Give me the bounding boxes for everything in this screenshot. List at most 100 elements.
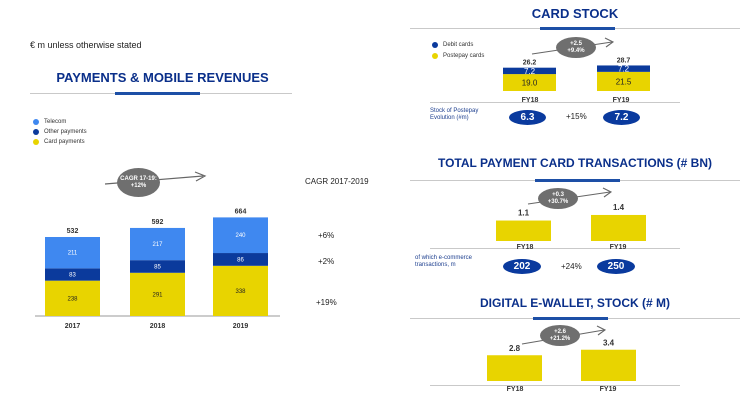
- transactions-x-fy19: FY19: [609, 244, 627, 251]
- ecommerce-change: +24%: [561, 262, 582, 271]
- revenue-value-other-payments-2019: 86: [237, 257, 244, 263]
- card-stock-total-FY18: 26.2: [523, 60, 537, 67]
- legend-card-dot: [33, 139, 39, 145]
- ewallet-value-FY18: 2.8: [509, 344, 521, 353]
- ewallet-change-abs: +2.6: [554, 328, 566, 335]
- ecommerce-fy18: 202: [503, 259, 541, 274]
- revenue-value-card-payments-2018: 291: [152, 292, 163, 298]
- revenue-bar-card-payments-2017: [45, 280, 100, 316]
- legend-postepay-label: Postepay cards: [443, 53, 485, 59]
- postepay-evolution-fy19: 7.2: [603, 110, 640, 125]
- revenue-bar-telecom-2017: [45, 236, 100, 269]
- card-stock-x-fy18: FY18: [521, 97, 539, 104]
- ecommerce-label: of which e-commerce transactions, m: [415, 255, 473, 269]
- card-stock-total-FY19: 28.7: [617, 57, 631, 64]
- postepay-evolution-label: Stock of Postepay Evolution (#m): [430, 108, 479, 122]
- revenues-legend: Telecom Other payments Card payments: [33, 119, 87, 145]
- legend-debit-label: Debit cards: [443, 42, 474, 48]
- legend-other: Other payments: [33, 129, 87, 135]
- card-stock-change-pct: +9.4%: [567, 47, 585, 54]
- card-stock-bar-debit-cards-FY18: [503, 67, 556, 75]
- revenue-x-2017: 2017: [65, 323, 81, 330]
- revenue-bar-telecom-2018: [130, 227, 185, 261]
- revenue-value-telecom-2018: 217: [152, 242, 163, 248]
- ewallet-bar-FY19: [581, 349, 636, 381]
- transactions-change-pct: +30.7%: [547, 198, 569, 205]
- revenue-bar-telecom-2019: [213, 217, 268, 254]
- transactions-title: TOTAL PAYMENT CARD TRANSACTIONS (# BN): [437, 156, 712, 170]
- legend-postepay-dot: [432, 53, 438, 59]
- legend-telecom: Telecom: [33, 119, 87, 125]
- revenue-bar-card-payments-2018: [130, 272, 185, 316]
- transactions-change-abs: +0.3: [552, 191, 564, 198]
- cagr-card: +19%: [316, 298, 337, 307]
- ecommerce-fy19: 250: [597, 259, 635, 274]
- legend-card-label: Card payments: [44, 139, 85, 145]
- card-stock-value-debit-cards-FY19: 7.2: [618, 65, 630, 74]
- card-stock-value-postepay-cards-FY19: 21.5: [616, 77, 632, 86]
- revenue-x-2019: 2019: [233, 323, 249, 330]
- card-stock-title: CARD STOCK: [531, 6, 619, 21]
- ewallet-change-badge: +2.6 +21.2%: [540, 325, 580, 346]
- card-stock-change-abs: +2.5: [570, 40, 582, 47]
- revenue-value-other-payments-2018: 85: [154, 264, 161, 270]
- revenue-total-2018: 592: [152, 219, 164, 226]
- revenue-bar-other-payments-2018: [130, 260, 185, 273]
- transactions-x-fy18: FY18: [516, 244, 534, 251]
- ewallet-value-FY19: 3.4: [603, 339, 615, 348]
- revenue-bar-card-payments-2019: [213, 265, 268, 316]
- revenue-value-card-payments-2017: 238: [67, 296, 78, 302]
- transactions-bar-FY18: [496, 220, 551, 241]
- card-stock-accent: [540, 27, 615, 30]
- postepay-evolution-change: +15%: [566, 112, 587, 121]
- legend-debit-dot: [432, 42, 438, 48]
- card-stock-bar-postepay-cards-FY19: [597, 71, 650, 91]
- ewallet-change-pct: +21.2%: [549, 335, 571, 342]
- revenue-total-2017: 532: [67, 228, 79, 235]
- card-stock-change-badge: +2.5 +9.4%: [556, 37, 596, 58]
- revenues-title-accent: [115, 92, 200, 95]
- card-stock-bar-postepay-cards-FY18: [503, 74, 556, 91]
- revenue-total-2019: 664: [235, 208, 247, 215]
- cagr-telecom: +6%: [318, 231, 335, 240]
- card-stock-x-fy19: FY19: [612, 97, 630, 104]
- card-stock-bar-debit-cards-FY19: [597, 65, 650, 72]
- ewallet-axis-divider: [430, 385, 680, 386]
- card-stock-value-debit-cards-FY18: 7.2: [524, 67, 536, 76]
- ewallet-title: DIGITAL E-WALLET, STOCK (# M): [480, 296, 670, 310]
- transactions-change-badge: +0.3 +30.7%: [538, 188, 578, 209]
- legend-telecom-label: Telecom: [44, 119, 67, 125]
- postepay-evolution-fy18: 6.3: [509, 110, 546, 125]
- card-stock-axis-divider: [430, 102, 680, 103]
- revenue-value-other-payments-2017: 83: [69, 272, 76, 278]
- card-stock-value-postepay-cards-FY18: 19.0: [522, 79, 538, 88]
- transactions-axis-divider: [430, 248, 680, 249]
- legend-postepay: Postepay cards: [432, 53, 484, 59]
- revenue-x-2018: 2018: [150, 323, 166, 330]
- ewallet-x-fy18: FY18: [506, 386, 524, 393]
- legend-debit: Debit cards: [432, 42, 484, 48]
- legend-other-dot: [33, 129, 39, 135]
- card-stock-legend: Debit cards Postepay cards: [432, 42, 484, 59]
- transactions-accent: [535, 179, 620, 182]
- cagr-period: CAGR 2017-2019: [305, 177, 369, 186]
- ewallet-x-fy19: FY19: [599, 386, 617, 393]
- unit-note: € m unless otherwise stated: [30, 40, 142, 50]
- legend-other-label: Other payments: [44, 129, 87, 135]
- revenue-bar-other-payments-2017: [45, 268, 100, 281]
- revenues-title: PAYMENTS & MOBILE REVENUES: [56, 70, 269, 85]
- revenue-value-telecom-2019: 240: [235, 233, 246, 239]
- cagr-badge: CAGR 17-19: +12%: [117, 168, 160, 197]
- revenue-value-telecom-2017: 211: [68, 251, 78, 257]
- legend-card: Card payments: [33, 139, 87, 145]
- transactions-bar-FY19: [591, 214, 646, 241]
- cagr-other: +2%: [318, 257, 335, 266]
- transactions-value-FY19: 1.4: [613, 203, 625, 212]
- ewallet-accent: [533, 317, 608, 320]
- revenue-bar-other-payments-2019: [213, 253, 268, 266]
- revenue-value-card-payments-2019: 338: [235, 289, 246, 295]
- ewallet-bar-FY18: [487, 355, 542, 381]
- legend-telecom-dot: [33, 119, 39, 125]
- transactions-value-FY18: 1.1: [518, 209, 530, 218]
